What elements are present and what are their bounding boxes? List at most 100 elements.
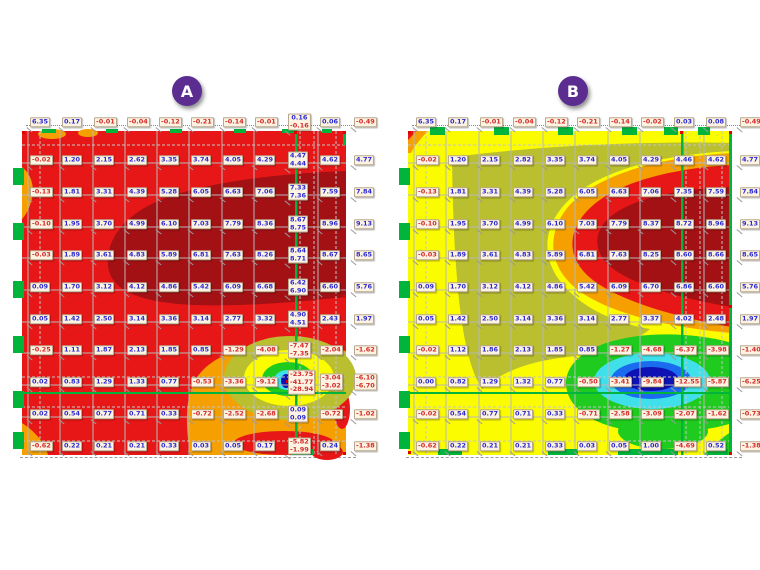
value-label: 1.81 [62, 187, 83, 197]
value-label: -0.02 [416, 155, 439, 165]
value-label: 1.32 [513, 377, 534, 387]
value-label: 4.83 [127, 250, 148, 260]
value-label: 4.39 [127, 187, 148, 197]
value-label: -0.02 [641, 117, 664, 127]
value-label: 8.96 [706, 219, 727, 229]
value-label: -0.10 [30, 219, 53, 229]
panel-b-value-labels: 6.35 0.17 -0.01 -0.04 -0.12 -0.21 -0.14 -0.02 0.… [406, 116, 760, 466]
value-label: 1.85 [545, 345, 566, 355]
value-label: 8.66 [706, 250, 727, 260]
value-label: 7.03 [577, 219, 598, 229]
value-label: 1.20 [62, 155, 83, 165]
value-label: 6.68 [255, 282, 276, 292]
value-label: 2.13 [127, 345, 148, 355]
value-label: 1.85 [159, 345, 180, 355]
bottom-leader-line [406, 457, 742, 458]
value-label: -0.73 [740, 409, 760, 419]
value-label: 0.71 [127, 409, 148, 419]
value-label: 6.35 [416, 117, 437, 127]
panel-a-badge-label: A [180, 81, 194, 101]
value-label: -0.12 [159, 117, 182, 127]
value-label: 7.59 [706, 187, 727, 197]
value-label: -0.04 [513, 117, 536, 127]
value-label: -0.62 [416, 441, 439, 451]
value-label: 0.09 0.09 [288, 405, 309, 423]
support-marker [13, 281, 24, 298]
value-label: 8.67 8.75 [288, 215, 309, 233]
value-label: 1.70 [62, 282, 83, 292]
value-label: -7.47 -7.35 [288, 341, 311, 359]
value-label: 1.97 [740, 314, 760, 324]
value-label: 6.35 [30, 117, 51, 127]
value-label: 0.77 [159, 377, 180, 387]
edge-support-markers [430, 127, 728, 455]
value-label: -0.12 [545, 117, 568, 127]
support-marker [399, 391, 410, 408]
value-label: -6.37 [674, 345, 697, 355]
value-label: 0.06 [320, 117, 341, 127]
value-label: -2.52 [223, 409, 246, 419]
value-label: 4.86 [159, 282, 180, 292]
value-label: 0.03 [191, 441, 212, 451]
value-label: 1.70 [448, 282, 469, 292]
value-label: 8.60 [674, 250, 695, 260]
value-label: -0.14 [223, 117, 246, 127]
value-label: 1.42 [62, 314, 83, 324]
value-label: 6.05 [577, 187, 598, 197]
value-label: -4.08 [255, 345, 278, 355]
value-label: 7.59 [320, 187, 341, 197]
value-label: 3.37 [641, 314, 662, 324]
value-label: -2.68 [255, 409, 278, 419]
value-label: -0.02 [30, 155, 53, 165]
value-label: 4.39 [513, 187, 534, 197]
value-label: 6.10 [159, 219, 180, 229]
value-label: 2.62 [127, 155, 148, 165]
value-label: 6.09 [609, 282, 630, 292]
value-label: 4.90 4.51 [288, 310, 309, 328]
panel-b-badge-label: B [566, 81, 580, 101]
panel-b-badge: B [558, 76, 588, 106]
value-label: 0.33 [159, 409, 180, 419]
support-marker [399, 223, 410, 240]
value-label: 6.09 [223, 282, 244, 292]
value-label: 4.77 [354, 155, 375, 165]
value-label: 0.17 [62, 117, 83, 127]
value-label: 1.89 [448, 250, 469, 260]
value-label: 5.28 [159, 187, 180, 197]
value-label: -12.55 [674, 377, 702, 387]
value-label: 0.00 [416, 377, 437, 387]
value-label: -0.53 [191, 377, 214, 387]
value-label: 1.12 [448, 345, 469, 355]
value-label: 0.52 [706, 441, 727, 451]
value-label: -2.07 [674, 409, 697, 419]
value-label: 2.50 [480, 314, 501, 324]
value-label: 3.61 [94, 250, 115, 260]
value-label: -1.38 [740, 441, 760, 451]
value-label: 4.12 [127, 282, 148, 292]
value-label: 8.25 [641, 250, 662, 260]
value-label: 3.14 [191, 314, 212, 324]
value-label: 0.08 [706, 117, 727, 127]
value-label: 8.36 [255, 219, 276, 229]
value-label: 6.05 [191, 187, 212, 197]
value-label: 0.54 [62, 409, 83, 419]
value-label: 4.02 [674, 314, 695, 324]
value-label: 4.83 [513, 250, 534, 260]
value-label: -4.69 [674, 441, 697, 451]
value-label: 3.61 [480, 250, 501, 260]
value-label: -1.27 [609, 345, 632, 355]
value-label: 4.47 4.44 [288, 151, 309, 169]
value-label: 3.74 [191, 155, 212, 165]
support-marker [399, 432, 410, 449]
value-label: 7.63 [223, 250, 244, 260]
value-label: 0.83 [62, 377, 83, 387]
value-label: 7.79 [609, 219, 630, 229]
value-label: -3.41 [609, 377, 632, 387]
value-label: 6.60 [320, 282, 341, 292]
panel-a-value-labels: 6.35 0.17 -0.01 -0.04 -0.12 -0.21 -0.14 -0.01 0.… [20, 113, 380, 466]
value-label: 3.14 [127, 314, 148, 324]
value-label: 3.31 [480, 187, 501, 197]
value-label: 6.70 [641, 282, 662, 292]
value-label: 0.77 [94, 409, 115, 419]
value-label: -1.38 [354, 441, 377, 451]
